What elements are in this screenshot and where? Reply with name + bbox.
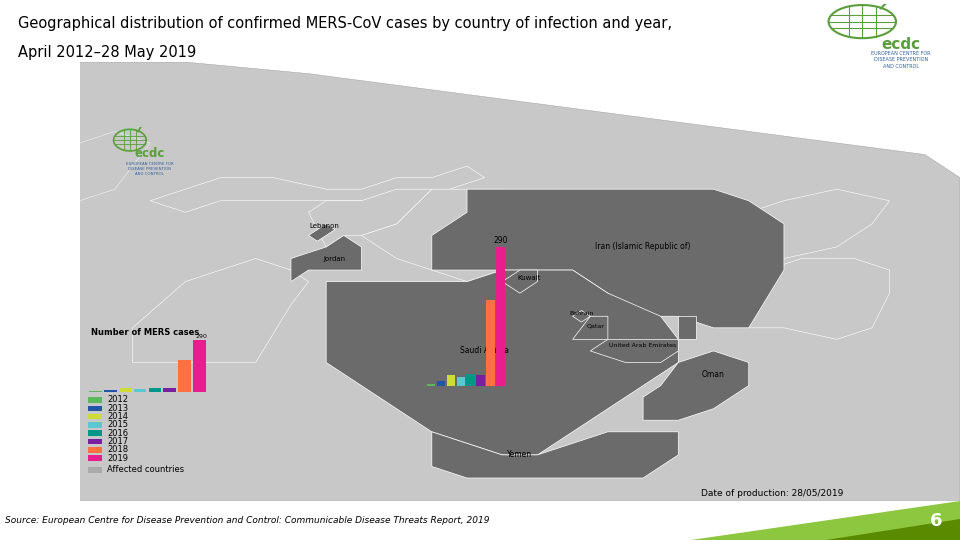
Bar [496,247,505,386]
Text: Source: European Centre for Disease Prevention and Control: Communicable Disease: Source: European Centre for Disease Prev… [5,516,490,525]
Text: April 2012–28 May 2019: April 2012–28 May 2019 [18,45,197,60]
Bar [476,375,485,386]
Text: Iran (Islamic Republic of): Iran (Islamic Republic of) [595,242,691,252]
Bar [87,467,103,472]
Polygon shape [326,270,679,455]
Text: Qatar: Qatar [587,323,605,328]
Bar [119,388,132,392]
Text: Lebanon: Lebanon [309,223,339,229]
Polygon shape [502,270,538,293]
Polygon shape [132,259,308,362]
Polygon shape [573,316,608,339]
Bar [87,430,103,436]
Polygon shape [749,259,890,339]
Bar [487,300,494,386]
Bar [104,390,116,392]
Text: ecdc: ecdc [881,37,921,52]
Bar [163,388,176,392]
Text: Yemen: Yemen [507,450,533,460]
Bar [87,397,103,403]
Polygon shape [643,351,749,420]
Bar [87,438,103,444]
Text: 2019: 2019 [107,454,128,463]
Bar [179,360,191,392]
Text: 2018: 2018 [107,446,128,454]
Polygon shape [573,310,590,322]
Polygon shape [308,189,432,247]
Bar [446,375,455,386]
Text: 290: 290 [493,235,508,245]
Polygon shape [432,432,679,478]
Polygon shape [679,316,696,339]
Text: Oman: Oman [702,369,725,379]
Polygon shape [150,166,485,212]
Bar [133,389,146,392]
Text: 2016: 2016 [107,429,128,437]
Bar [193,340,205,392]
Bar [149,388,161,392]
Polygon shape [308,224,335,241]
Text: United Arab Emirates: United Arab Emirates [610,343,677,348]
Bar [87,455,103,461]
Polygon shape [80,131,150,201]
Text: 2014: 2014 [107,412,128,421]
Bar [87,406,103,411]
Text: Bahrain: Bahrain [569,312,593,316]
Text: EUROPEAN CENTRE FOR
DISEASE PREVENTION
AND CONTROL: EUROPEAN CENTRE FOR DISEASE PREVENTION A… [872,51,931,69]
Text: EUROPEAN CENTRE FOR
DISEASE PREVENTION
AND CONTROL: EUROPEAN CENTRE FOR DISEASE PREVENTION A… [126,162,174,176]
Text: 2013: 2013 [107,404,128,413]
Polygon shape [590,339,679,362]
Polygon shape [361,189,538,282]
Text: Jordan: Jordan [324,255,346,261]
Polygon shape [432,189,784,328]
Text: 6: 6 [929,511,943,530]
Polygon shape [80,62,960,501]
Polygon shape [826,518,960,540]
Bar [457,377,465,386]
Text: Saudi Arabia: Saudi Arabia [460,347,509,355]
Text: Kuwait: Kuwait [516,275,540,281]
Text: 2017: 2017 [107,437,128,446]
Text: Affected countries: Affected countries [107,465,184,474]
Bar [87,422,103,428]
Text: Geographical distribution of confirmed MERS-CoV cases by country of infection an: Geographical distribution of confirmed M… [18,16,672,31]
Text: Number of MERS cases: Number of MERS cases [90,328,199,337]
Text: 290: 290 [195,334,207,339]
Bar [426,384,435,386]
Bar [87,447,103,453]
Bar [87,414,103,420]
Polygon shape [691,501,960,540]
Text: 2012: 2012 [107,395,128,404]
Polygon shape [713,189,890,270]
Bar [467,374,475,386]
Polygon shape [291,235,361,282]
Text: ecdc: ecdc [134,147,165,160]
Bar [437,381,445,386]
Text: 2015: 2015 [107,420,128,429]
Text: Date of production: 28/05/2019: Date of production: 28/05/2019 [701,489,843,498]
